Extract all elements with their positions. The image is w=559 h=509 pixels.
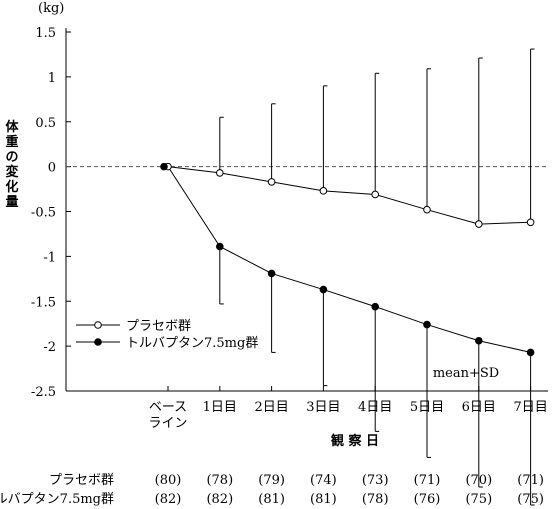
n-table-cell: (82) (206, 492, 233, 507)
y-unit-label: (kg) (38, 1, 64, 16)
data-point-filled (475, 336, 483, 345)
data-point-filled (160, 162, 168, 171)
data-point-open (475, 220, 483, 228)
data-point-filled (267, 269, 276, 278)
x-tick-label: 6日目 (462, 400, 496, 415)
data-point-filled (423, 320, 431, 329)
n-table-cell: (71) (517, 473, 544, 488)
y-tick-label: -1 (43, 250, 56, 265)
n-table-cell: (75) (517, 492, 544, 507)
series-line (167, 166, 531, 353)
data-point-open (267, 178, 276, 186)
legend-marker-filled (94, 338, 102, 346)
n-table-cell: (81) (258, 492, 285, 507)
n-table-cell: (80) (155, 473, 182, 488)
data-point-open (371, 190, 380, 199)
n-table-cell: (78) (206, 473, 233, 488)
n-table-cell: (79) (258, 473, 285, 488)
n-table-cell: (76) (414, 492, 441, 507)
n-table-cell: (82) (155, 492, 182, 507)
n-table-cell: (74) (310, 473, 337, 488)
x-tick-label: ベース (149, 400, 187, 415)
y-tick-label: -2 (43, 340, 56, 355)
legend-label: トルバプタン7.5mg群 (126, 336, 258, 351)
x-tick-label-line2: ライン (148, 416, 187, 431)
data-point-filled (319, 285, 328, 294)
annotation-mean-sd: mean+SD (433, 366, 499, 381)
data-point-open (319, 187, 328, 195)
data-point-open (423, 205, 431, 214)
series-layer (160, 48, 535, 506)
axes (65, 28, 548, 392)
data-point-open (216, 169, 224, 177)
y-tick-label: 1.5 (35, 26, 56, 41)
series-line (167, 166, 531, 225)
x-tick-label: 7日目 (513, 400, 547, 415)
y-tick-label: 0 (48, 161, 56, 176)
legend-marker-open (94, 321, 102, 329)
x-tick-label: 5日目 (410, 400, 444, 415)
x-tick-label: 4日目 (358, 400, 392, 415)
n-table-cell: (71) (414, 473, 441, 488)
y-tick-label: 0.5 (35, 116, 56, 131)
x-tick-label: 1日目 (203, 400, 237, 415)
data-point-filled (526, 348, 535, 357)
n-table-cell: (78) (362, 492, 389, 507)
y-tick-label: 1 (48, 71, 56, 86)
n-table-cell: (75) (465, 492, 492, 507)
data-point-open (526, 218, 535, 227)
labels-layer: (kg) 1.5 1 0.5 0 -0.5 -1 -1.5 -2 -2.5 体重の変化量ベースライン… (0, 1, 548, 507)
n-table-cell: (73) (362, 473, 389, 488)
y-axis-title: 体重の変化量 (5, 119, 19, 210)
x-axis-title: 観 察 日 (330, 433, 379, 449)
x-tick-label: 2日目 (254, 400, 288, 415)
data-point-filled (371, 302, 380, 311)
y-tick-label: -0.5 (31, 206, 56, 221)
n-table-cell: (81) (310, 492, 337, 507)
x-tick-label: 3日目 (306, 400, 340, 415)
legend-label: プラセボ群 (126, 319, 191, 334)
y-tick-label: -1.5 (31, 295, 56, 310)
y-tick-label: -2.5 (31, 385, 56, 400)
n-table-cell: (70) (465, 473, 492, 488)
n-table-row-label: プラセボ群 (49, 473, 114, 488)
data-point-filled (216, 242, 224, 251)
n-table-row-label: トルバプタン7.5mg群 (0, 492, 114, 507)
